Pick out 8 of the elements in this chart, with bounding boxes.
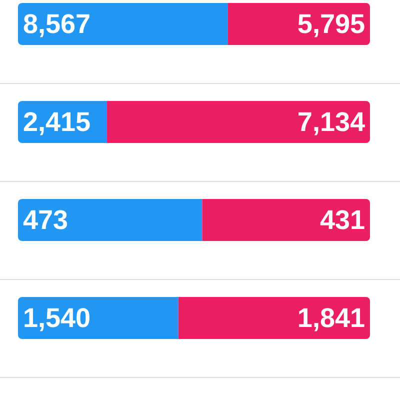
data-label: 2,415: [23, 107, 91, 137]
data-label: 473: [23, 205, 68, 235]
data-label: 8,567: [23, 9, 91, 39]
data-label: 1,841: [297, 303, 365, 333]
data-label: 1,540: [23, 303, 91, 333]
data-label: 7,134: [297, 107, 365, 137]
data-label: 431: [320, 205, 365, 235]
data-label: 5,795: [297, 9, 365, 39]
